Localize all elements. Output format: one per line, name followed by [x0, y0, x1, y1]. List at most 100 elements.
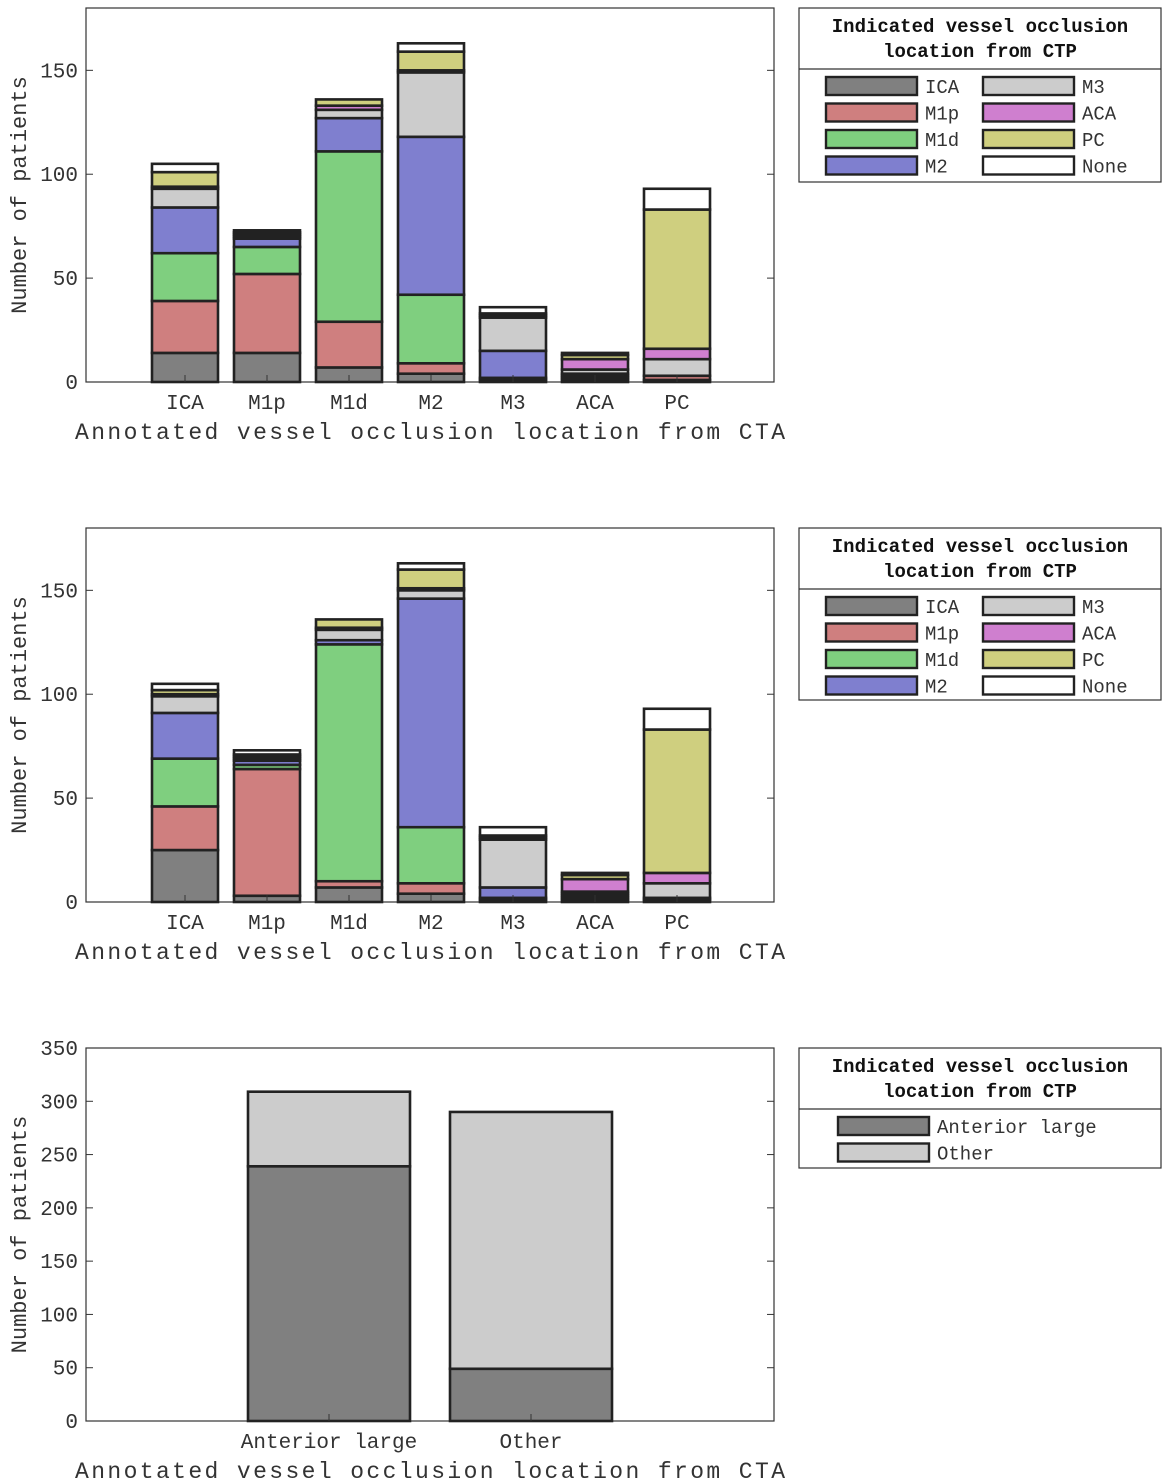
- legend-label-aca: ACA: [1082, 104, 1117, 126]
- chart-2-stacked-bar-by-location: 0 50 100 150 ICA M1p M1d M2 M3 ACA PC Annotated ves…: [8, 527, 1162, 966]
- y-tick-label: 150: [40, 61, 78, 84]
- x-tick-label-m1d: M1d: [330, 393, 368, 416]
- legend-swatch-anterior-large: [836, 1115, 931, 1137]
- legend-label-ica: ICA: [925, 597, 960, 619]
- legend-label-none: None: [1082, 157, 1128, 179]
- x-tick-label-pc: PC: [664, 913, 689, 936]
- legend-swatch-none: [981, 155, 1076, 176]
- y-tick-label: 0: [65, 893, 78, 916]
- x-tick-label-m1d: M1d: [330, 913, 368, 936]
- legend-swatch-m2: [824, 675, 919, 696]
- bar-segment-aca-aca: [560, 357, 630, 371]
- bar-segment-m2-m1d: [396, 825, 466, 885]
- legend-title-line-1: Indicated vessel occlusion: [832, 1056, 1128, 1078]
- bar-segment-ica-ica: [150, 848, 220, 904]
- x-tick-label-m2: M2: [418, 913, 443, 936]
- legend-swatch-m1d: [824, 648, 919, 670]
- bar-segment-aca-none: [560, 871, 630, 877]
- bar-segment-m1p-none: [232, 749, 302, 756]
- y-axis-label: Number of patients: [8, 596, 33, 834]
- legend-label-m3: M3: [1082, 77, 1105, 99]
- legend-swatch-m2: [824, 155, 919, 176]
- x-tick-label-other: Other: [499, 1432, 562, 1455]
- y-tick-label: 350: [40, 1039, 78, 1062]
- legend-title-line-1: Indicated vessel occlusion: [832, 536, 1128, 558]
- bar-segment-m1d-m1p: [314, 320, 384, 369]
- y-tick-label: 0: [65, 1412, 78, 1435]
- bar-segment-m3-none: [478, 305, 548, 315]
- bar-segment-m1d-m3: [314, 628, 384, 642]
- legend-swatch-aca: [981, 622, 1076, 643]
- legend-label-m3: M3: [1082, 597, 1105, 619]
- bar-segment-m2-pc: [396, 568, 466, 590]
- x-tick-label-m1p: M1p: [248, 913, 286, 936]
- x-tick-label-m3: M3: [500, 913, 525, 936]
- legend-label-pc: PC: [1082, 650, 1105, 672]
- bar-segment-ica-m3: [150, 187, 220, 209]
- legend-label-m1d: M1d: [925, 130, 959, 152]
- bar-segment-ica-m1d: [150, 757, 220, 808]
- legend-label-ica: ICA: [925, 77, 960, 99]
- legend-swatch-aca: [981, 102, 1076, 123]
- x-axis-label: Annotated vessel occlusion location from…: [75, 1459, 785, 1483]
- y-tick-label: 200: [40, 1199, 78, 1222]
- legend-title-line-2: location from CTP: [883, 1081, 1077, 1103]
- bar-segment-ica-pc: [150, 170, 220, 188]
- bar-segment-m3-m2: [478, 349, 548, 380]
- bar-segment-aca-none: [560, 351, 630, 357]
- x-tick-label-m3: M3: [500, 393, 525, 416]
- legend-label-m1p: M1p: [925, 104, 959, 126]
- y-tick-label: 300: [40, 1092, 78, 1115]
- bar-segment-m1d-m1d: [314, 150, 384, 324]
- legend: Indicated vessel occlusion location from …: [798, 527, 1162, 701]
- legend-label-aca: ACA: [1082, 624, 1117, 646]
- y-tick-label: 50: [53, 1359, 78, 1382]
- legend-swatch-m1p: [824, 102, 919, 123]
- x-axis-label: Annotated vessel occlusion location from…: [75, 420, 785, 446]
- bar-segment-other-anterior-large: [448, 1367, 614, 1423]
- x-tick-label-aca: ACA: [576, 393, 614, 416]
- x-tick-label-ica: ICA: [166, 913, 204, 936]
- bar-segment-anterior-large-other: [246, 1090, 412, 1168]
- bar-segment-m2-m1d: [396, 293, 466, 365]
- y-tick-label: 100: [40, 685, 78, 708]
- x-axis-label: Annotated vessel occlusion location from…: [75, 940, 785, 966]
- bar-segment-m3-m3: [478, 316, 548, 353]
- bar-segment-pc-none: [642, 707, 712, 731]
- legend-label-m1p: M1p: [925, 624, 959, 646]
- bar-segment-ica-m1d: [150, 251, 220, 303]
- bar-segment-m2-m2: [396, 135, 466, 297]
- y-tick-label: 250: [40, 1146, 78, 1169]
- legend-title-line-1: Indicated vessel occlusion: [832, 16, 1128, 38]
- x-tick-label-m2: M2: [418, 393, 443, 416]
- y-tick-label: 100: [40, 165, 78, 188]
- legend-swatch-other: [836, 1142, 931, 1163]
- legend-label-m2: M2: [925, 677, 948, 699]
- bar-segment-m3-m3: [478, 838, 548, 889]
- bar-segment-ica-m1p: [150, 299, 220, 355]
- legend-swatch-pc: [981, 648, 1076, 670]
- bar-segment-m2-pc: [396, 50, 466, 72]
- bar-segment-pc-pc: [642, 208, 712, 351]
- x-tick-label-m1p: M1p: [248, 393, 286, 416]
- legend: Indicated vessel occlusion location from …: [798, 1047, 1162, 1169]
- bar-segment-m2-m3: [396, 71, 466, 139]
- bar-segment-m1d-m1d: [314, 643, 384, 883]
- legend-swatch-none: [981, 675, 1076, 696]
- legend-swatch-m1p: [824, 622, 919, 643]
- legend-label-other: Other: [937, 1144, 994, 1166]
- bar-segment-other-other: [448, 1110, 614, 1371]
- bar-segment-pc-aca: [642, 871, 712, 885]
- bar-segment-m1p-m1p: [232, 272, 302, 355]
- x-tick-label-pc: PC: [664, 393, 689, 416]
- legend-swatch-pc: [981, 128, 1076, 150]
- legend-label-m2: M2: [925, 157, 948, 179]
- legend-label-none: None: [1082, 677, 1128, 699]
- legend-swatch-m1d: [824, 128, 919, 150]
- bar-segment-m2-m1p: [396, 881, 466, 895]
- bar-segment-m2-none: [396, 562, 466, 571]
- bar-segment-pc-none: [642, 187, 712, 211]
- bar-segment-ica-m2: [150, 711, 220, 760]
- y-axis-label: Number of patients: [8, 76, 33, 314]
